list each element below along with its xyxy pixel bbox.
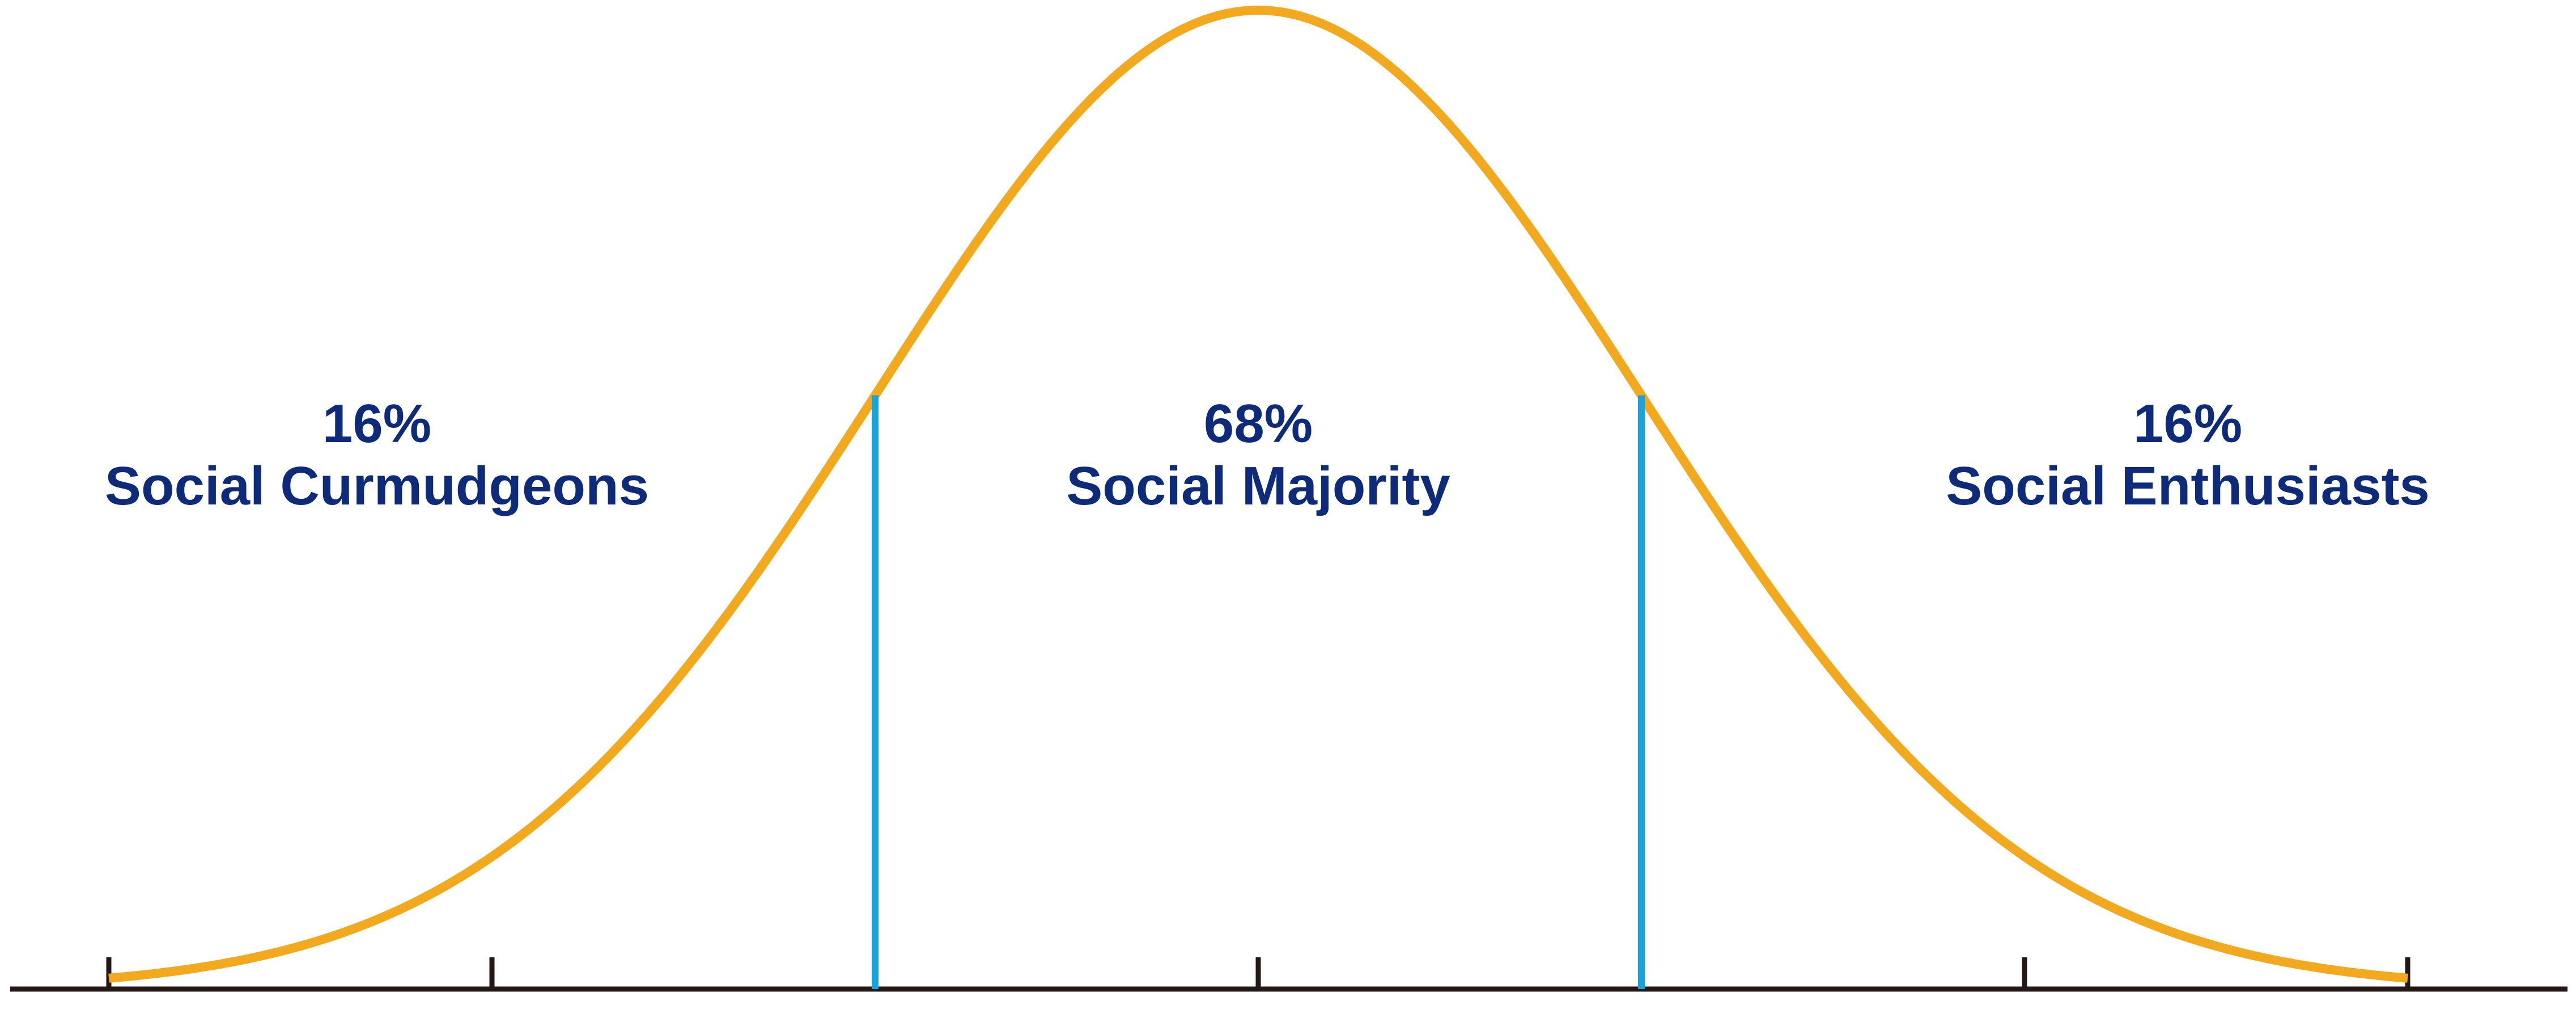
region-center-percent: 68%	[1204, 393, 1313, 454]
region-left-name: Social Curmudgeons	[105, 456, 649, 516]
region-right-percent: 16%	[2133, 393, 2242, 454]
region-center-name: Social Majority	[1066, 456, 1450, 516]
region-left-percent: 16%	[322, 393, 431, 454]
region-right-name: Social Enthusiasts	[1946, 456, 2430, 516]
axis-ticks	[106, 957, 2411, 989]
normal-curve	[108, 6, 2408, 983]
boundary-lines	[872, 395, 1645, 989]
